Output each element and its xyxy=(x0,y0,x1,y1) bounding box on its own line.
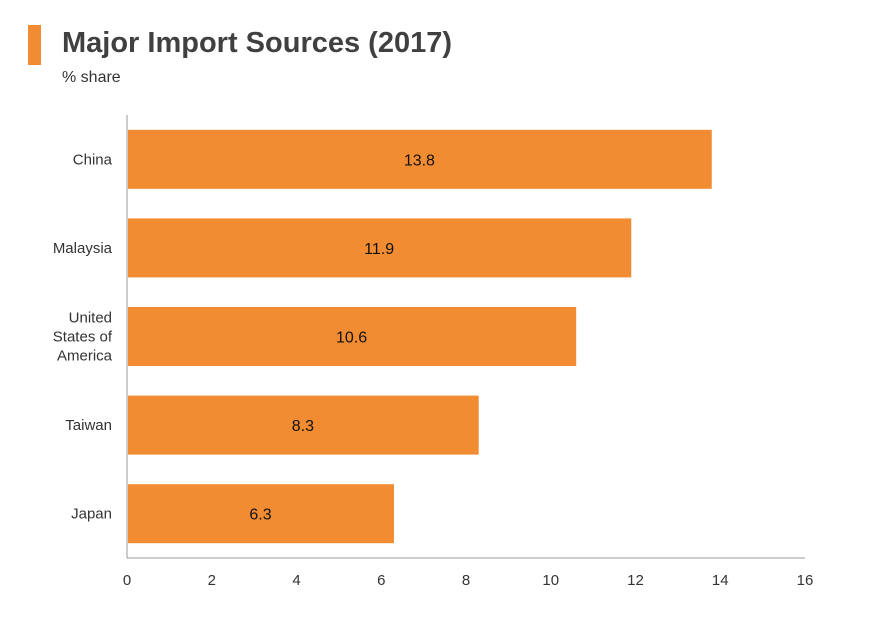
data-label-2: 10.6 xyxy=(336,330,367,347)
category-label-1: Malaysia xyxy=(53,240,113,257)
category-labels: China Malaysia United States of America Taiwa… xyxy=(53,151,113,522)
x-tick-4: 4 xyxy=(292,572,300,589)
bar-1 xyxy=(128,218,632,278)
data-label-4: 6.3 xyxy=(249,507,271,524)
chart-subtitle: % share xyxy=(62,69,121,86)
bar-3 xyxy=(128,395,479,455)
x-tick-12: 12 xyxy=(627,572,644,589)
category-label-4: Japan xyxy=(71,506,112,523)
bar-4 xyxy=(128,484,394,544)
x-tick-8: 8 xyxy=(462,572,470,589)
title-accent-bar xyxy=(28,25,41,65)
data-label-3: 8.3 xyxy=(292,418,314,435)
data-label-1: 11.9 xyxy=(364,241,394,258)
x-tick-labels: 0 2 4 6 8 10 12 14 16 xyxy=(123,572,814,589)
x-tick-16: 16 xyxy=(797,572,814,589)
category-label-2: United States of America xyxy=(53,310,113,365)
x-tick-0: 0 xyxy=(123,572,131,589)
category-label-3: Taiwan xyxy=(65,417,112,434)
x-tick-14: 14 xyxy=(712,572,729,589)
bar-0 xyxy=(128,129,712,189)
chart-title: Major Import Sources (2017) xyxy=(62,27,452,59)
bar-2 xyxy=(128,307,577,366)
x-tick-6: 6 xyxy=(377,572,385,589)
data-label-0: 13.8 xyxy=(404,152,435,169)
x-tick-10: 10 xyxy=(542,572,559,589)
category-label-0: China xyxy=(73,151,113,168)
data-labels: 13.8 11.9 10.6 8.3 6.3 xyxy=(249,152,435,523)
axes-group xyxy=(126,115,805,559)
x-tick-2: 2 xyxy=(208,572,216,589)
bars-group xyxy=(128,129,712,544)
